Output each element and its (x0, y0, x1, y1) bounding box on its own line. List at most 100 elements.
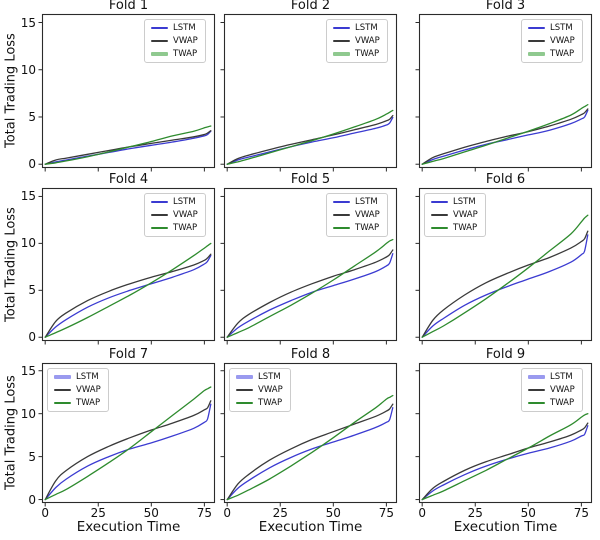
legend-item-lstm: LSTM (236, 372, 283, 382)
twap-line (44, 125, 212, 165)
legend-fold-8: LSTM VWAP TWAP (229, 368, 291, 412)
legend-vwap-line-swatch (54, 389, 71, 391)
legend-label-twap: TWAP (453, 223, 478, 233)
legend-fold-5: LSTM VWAP TWAP (326, 193, 388, 237)
vwap-line (421, 108, 589, 165)
x-tick-label: 25 (90, 506, 106, 520)
x-tick-label: 0 (41, 506, 49, 520)
legend-lstm-line-swatch (333, 27, 350, 29)
legend-label-vwap: VWAP (76, 385, 101, 395)
legend-fold-7: LSTM VWAP TWAP (47, 368, 109, 412)
legend-item-twap: TWAP (431, 223, 478, 233)
lstm-line (226, 116, 394, 165)
plot-area-fold-5 (220, 187, 398, 345)
subplot-title-fold-9: Fold 9 (485, 347, 526, 362)
legend-fold-6: LSTM VWAP TWAP (424, 193, 486, 237)
legend-label-lstm: LSTM (355, 23, 378, 33)
x-tick-label: 75 (196, 506, 213, 520)
plot-area-fold-2 (220, 13, 398, 172)
legend-lstm-line-swatch (333, 201, 350, 203)
y-tick-label: 0 (28, 492, 36, 507)
legend-vwap-line-swatch (333, 214, 350, 216)
y-tick-label: 10 (20, 62, 36, 77)
axes-spines (41, 187, 216, 342)
legend-twap-line-swatch (151, 227, 168, 229)
legend-vwap-line-swatch (151, 214, 168, 216)
legend-fold-4: LSTM VWAP TWAP (144, 193, 206, 237)
legend-label-lstm: LSTM (453, 197, 476, 207)
subplot-title-fold-2: Fold 2 (290, 0, 331, 13)
axes-spines (223, 13, 398, 169)
axes-spines (41, 362, 216, 504)
lstm-line (44, 403, 212, 501)
legend-item-lstm: LSTM (528, 372, 575, 382)
plot-area-fold-8 (220, 362, 398, 507)
legend-item-vwap: VWAP (528, 385, 575, 395)
legend-item-vwap: VWAP (528, 36, 575, 46)
legend-label-twap: TWAP (173, 49, 198, 59)
twap-line (226, 394, 394, 501)
legend-item-twap: TWAP (528, 398, 575, 408)
legend-label-vwap: VWAP (173, 36, 198, 46)
legend-vwap-line-swatch (151, 40, 168, 42)
legend-twap-line-swatch (236, 402, 253, 404)
x-tick-label: 50 (143, 506, 159, 520)
legend-label-vwap: VWAP (355, 36, 380, 46)
subplot-title-fold-7: Fold 7 (108, 347, 149, 362)
subplot-title-fold-6: Fold 6 (485, 172, 526, 187)
subplot-title-fold-8: Fold 8 (290, 347, 331, 362)
legend-label-vwap: VWAP (355, 210, 380, 220)
legend-vwap-line-swatch (431, 214, 448, 216)
vwap-line (421, 422, 589, 501)
lstm-line (226, 253, 394, 338)
legend-label-lstm: LSTM (355, 197, 378, 207)
y-tick-label: 0 (28, 330, 36, 345)
y-tick-label: 15 (20, 363, 36, 378)
legend-item-lstm: LSTM (333, 23, 380, 33)
legend-item-twap: TWAP (333, 49, 380, 59)
legend-twap-line-swatch (333, 227, 350, 229)
plot-area-fold-4 (38, 187, 216, 345)
y-axis-label: Total Trading Loss (3, 33, 19, 149)
legend-item-twap: TWAP (54, 398, 101, 408)
twap-line (421, 214, 589, 338)
legend-label-vwap: VWAP (550, 36, 575, 46)
vwap-line (226, 249, 394, 338)
legend-lstm-line-swatch (54, 375, 71, 379)
legend-vwap-line-swatch (333, 40, 350, 42)
axes-spines (41, 13, 216, 169)
twap-line (421, 413, 589, 501)
x-tick-label: 50 (325, 506, 341, 520)
legend-item-twap: TWAP (151, 223, 198, 233)
legend-item-vwap: VWAP (236, 385, 283, 395)
x-tick-label: 0 (223, 506, 231, 520)
y-tick-label: 5 (28, 449, 36, 464)
vwap-line (44, 400, 212, 501)
x-axis-label: Execution Time (453, 519, 558, 535)
legend-item-vwap: VWAP (431, 210, 478, 220)
legend-label-vwap: VWAP (453, 210, 478, 220)
legend-label-twap: TWAP (550, 398, 575, 408)
twap-line (421, 104, 589, 165)
vwap-line (44, 253, 212, 338)
legend-vwap-line-swatch (236, 389, 253, 391)
x-tick-label: 75 (378, 506, 395, 520)
legend-twap-line-swatch (151, 52, 168, 56)
x-axis-label: Execution Time (76, 519, 181, 535)
y-tick-label: 5 (28, 109, 36, 124)
legend-vwap-line-swatch (528, 40, 545, 42)
legend-twap-line-swatch (528, 52, 545, 56)
legend-fold-2: LSTM VWAP TWAP (326, 19, 388, 63)
legend-label-vwap: VWAP (173, 210, 198, 220)
y-tick-label: 5 (28, 283, 36, 298)
vwap-line (44, 130, 212, 165)
lstm-line (421, 109, 589, 165)
legend-twap-line-swatch (333, 52, 350, 56)
legend-fold-9: LSTM VWAP TWAP (521, 368, 583, 412)
vwap-line (226, 403, 394, 501)
plot-area-fold-3 (415, 13, 593, 172)
y-tick-label: 0 (28, 157, 36, 172)
x-tick-label: 50 (520, 506, 536, 520)
legend-item-twap: TWAP (151, 49, 198, 59)
